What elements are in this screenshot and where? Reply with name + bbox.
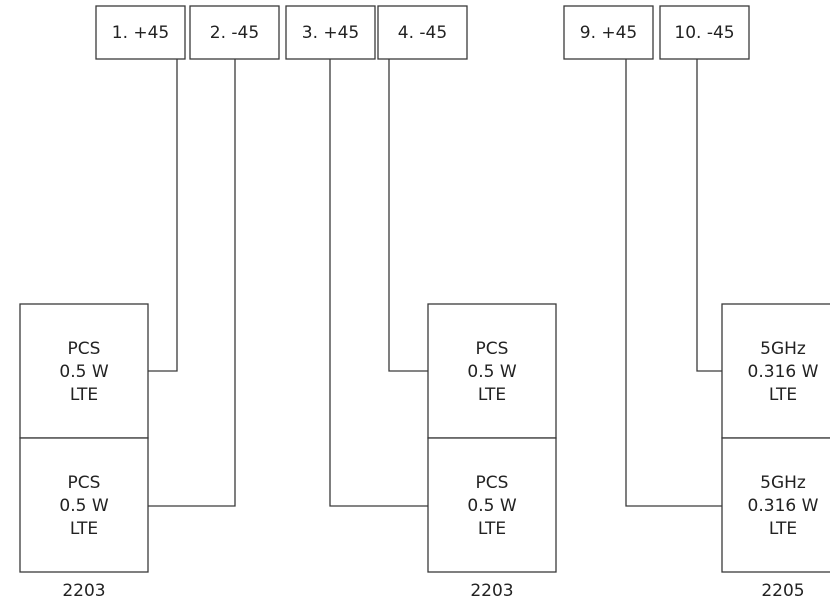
connector-port-10-to-unit3-radio1 [696,59,722,372]
connector-port-3-to-unit2-radio2 [329,59,428,507]
port-3-box: 3. +45 [285,5,376,60]
unit-2-label: 2203 [470,581,513,601]
connector-port-9-to-unit3-radio2 [625,59,722,507]
unit-2-radio-2-power: 0.5 W [467,496,516,516]
port-4-box: 4. -45 [377,5,468,60]
unit-1-radio-1-tech: LTE [70,385,98,405]
unit-3-radio-2-box [721,437,830,573]
unit-2-radio-2-tech: LTE [478,519,506,539]
port-10-label: 10. -45 [674,23,734,43]
port-2-box: 2. -45 [189,5,280,60]
unit-2-radio-1-tech: LTE [478,385,506,405]
port-9-box: 9. +45 [563,5,654,60]
unit-1-radio-2-box [19,437,149,573]
unit-2-radio-2-box [427,437,557,573]
unit-3-radio-1-band: 5GHz [760,339,806,359]
connector-port-4-to-unit2-radio1 [388,59,428,372]
unit-2-radio-2-band: PCS [476,473,509,493]
port-10-box: 10. -45 [659,5,750,60]
port-1-label: 1. +45 [112,23,170,43]
connector-port-2-to-unit1-radio2 [148,59,236,507]
unit-3-label: 2205 [761,581,804,601]
unit-1-radio-2-power: 0.5 W [59,496,108,516]
unit-1-radio-1-power: 0.5 W [59,362,108,382]
unit-3-radio-1-power: 0.316 W [748,362,819,382]
unit-2-radio-1-band: PCS [476,339,509,359]
unit-3-radio-2-band: 5GHz [760,473,806,493]
unit-3-radio-1-tech: LTE [769,385,797,405]
connector-port-1-to-unit1-radio1 [148,59,178,372]
unit-3-radio-1-box [721,303,830,439]
port-2-label: 2. -45 [210,23,259,43]
port-9-label: 9. +45 [580,23,638,43]
unit-1-radio-2-band: PCS [68,473,101,493]
radio-unit-1: PCS 0.5 W LTE PCS 0.5 W LTE 2203 [19,303,149,601]
unit-1-radio-2-tech: LTE [70,519,98,539]
port-1-box: 1. +45 [95,5,186,60]
port-4-label: 4. -45 [398,23,447,43]
unit-1-label: 2203 [62,581,105,601]
port-3-label: 3. +45 [302,23,360,43]
radio-unit-3: 5GHz 0.316 W LTE 5GHz 0.316 W LTE 2205 [721,303,830,601]
unit-3-radio-2-power: 0.316 W [748,496,819,516]
radio-unit-2: PCS 0.5 W LTE PCS 0.5 W LTE 2203 [427,303,557,601]
unit-3-radio-2-tech: LTE [769,519,797,539]
unit-2-radio-1-power: 0.5 W [467,362,516,382]
unit-1-radio-1-band: PCS [68,339,101,359]
